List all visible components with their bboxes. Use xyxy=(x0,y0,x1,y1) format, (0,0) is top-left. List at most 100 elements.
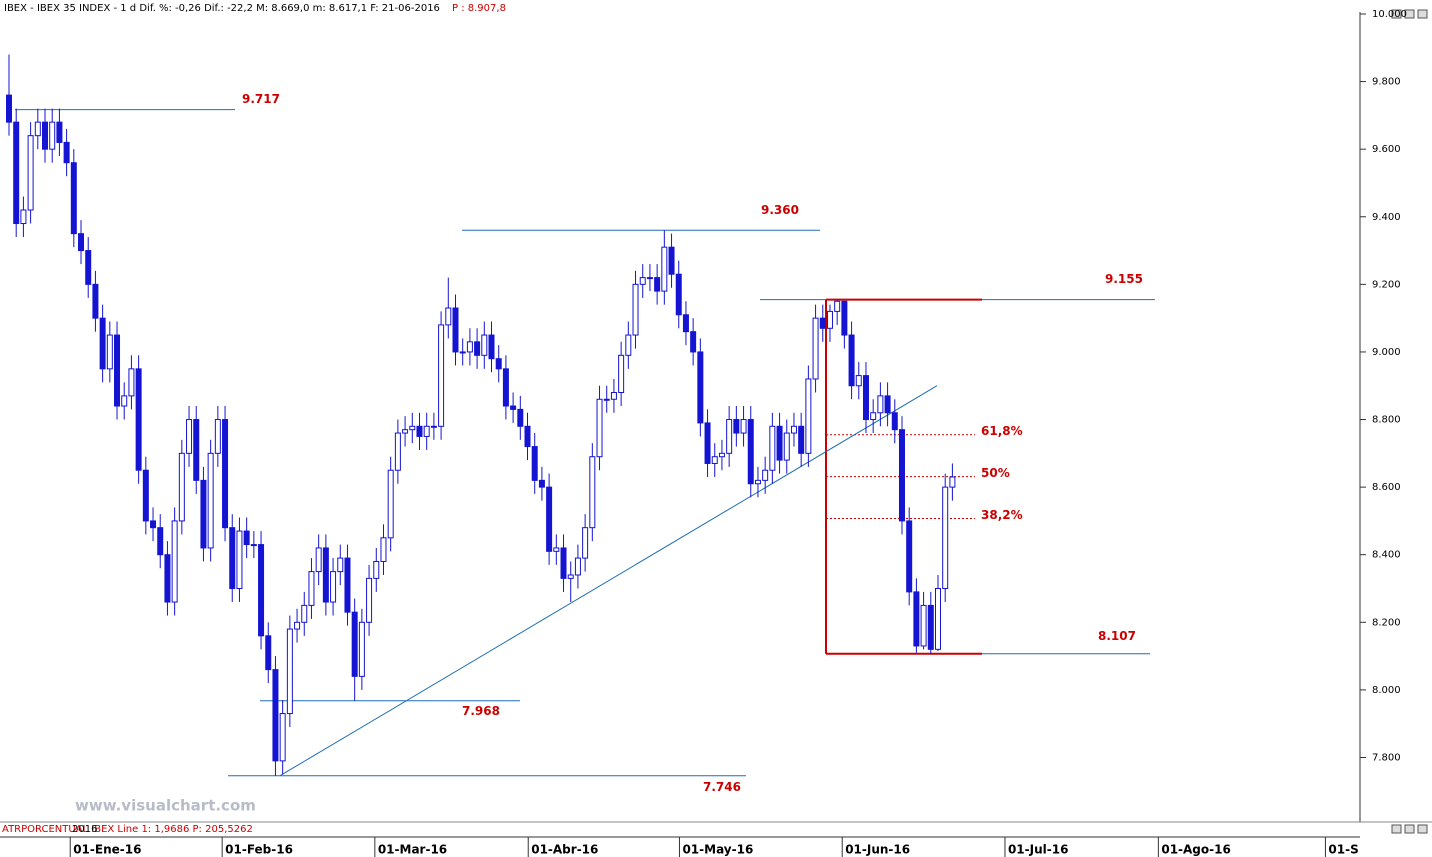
candle-body xyxy=(610,391,617,400)
y-tick-label: 8.800 xyxy=(1372,415,1401,426)
candle-body xyxy=(589,456,596,529)
y-tick-label: 7.800 xyxy=(1372,752,1401,763)
candle-body xyxy=(214,419,221,454)
candle-body xyxy=(884,395,891,414)
candle-body xyxy=(582,527,589,559)
candle-body xyxy=(812,317,819,380)
x-tick-label: 01-Abr-16 xyxy=(531,843,598,857)
candle-body xyxy=(85,250,92,285)
y-tick-label: 9.200 xyxy=(1372,279,1401,290)
candle-body xyxy=(308,571,315,606)
candle-body xyxy=(193,419,200,481)
chart-header: IBEX - IBEX 35 INDEX - 1 d Dif. %: -0,26… xyxy=(4,3,440,14)
candle-body xyxy=(157,527,164,556)
candle-body xyxy=(776,425,783,461)
candle-body xyxy=(186,419,193,454)
candle-body xyxy=(632,283,639,336)
y-tick-label: 8.200 xyxy=(1372,617,1401,628)
y-tick-label: 8.400 xyxy=(1372,550,1401,561)
candle-body xyxy=(574,557,581,576)
x-tick-label: 01-Ene-16 xyxy=(73,843,141,857)
candle-body xyxy=(898,429,905,522)
candle-body xyxy=(927,604,934,650)
candle-body xyxy=(6,94,13,123)
level-label: 7.968 xyxy=(462,704,500,718)
candle-body xyxy=(495,358,502,370)
candle-body xyxy=(826,310,833,329)
window-icon[interactable] xyxy=(1404,824,1415,834)
window-icon[interactable] xyxy=(1404,9,1415,19)
level-label: 9.717 xyxy=(242,92,280,106)
candle-body xyxy=(416,425,423,437)
candle-body xyxy=(783,432,790,461)
candle-body xyxy=(510,405,517,410)
candle-body xyxy=(207,452,214,549)
candle-body xyxy=(301,604,308,623)
candle-body xyxy=(49,121,56,150)
candle-body xyxy=(178,452,185,522)
candle-body xyxy=(445,307,452,326)
candle-body xyxy=(344,557,351,613)
window-icon[interactable] xyxy=(1417,824,1428,834)
candle-body xyxy=(70,162,77,235)
candle-body xyxy=(78,233,85,252)
candle-body xyxy=(769,425,776,471)
candle-body xyxy=(625,334,632,356)
window-icon[interactable] xyxy=(1391,9,1402,19)
candle-body xyxy=(718,452,725,458)
x-tick-label: 01-S xyxy=(1328,843,1358,857)
candle-body xyxy=(711,456,718,464)
window-icon[interactable] xyxy=(1391,824,1402,834)
fib-label: 38,2% xyxy=(981,508,1023,522)
price-label: P : 8.907,8 xyxy=(452,3,506,14)
indicator-label: ATRPORCENTUAL IBEX Line 1: 1,9686 P: 205… xyxy=(2,824,253,835)
candle-body xyxy=(279,713,286,762)
candle-body xyxy=(337,557,344,573)
candle-body xyxy=(762,469,769,481)
candle-body xyxy=(862,375,869,421)
candle-body xyxy=(790,425,797,434)
candle-body xyxy=(171,520,178,603)
candle-body xyxy=(870,412,877,421)
candle-body xyxy=(135,368,142,471)
candle-body xyxy=(92,283,99,319)
candle-body xyxy=(646,277,653,280)
candle-body xyxy=(906,520,913,593)
candle-body xyxy=(618,354,625,393)
candle-body xyxy=(150,520,157,529)
fib-label: 50% xyxy=(981,466,1010,480)
candle-body xyxy=(423,425,430,437)
candle-body xyxy=(387,469,394,539)
candle-body xyxy=(668,246,675,275)
candle-body xyxy=(704,422,711,464)
candle-body xyxy=(697,351,704,424)
candle-body xyxy=(690,331,697,353)
candle-body xyxy=(272,669,279,762)
candle-body xyxy=(675,273,682,316)
candle-body xyxy=(726,419,733,454)
candle-body xyxy=(106,334,113,370)
candle-body xyxy=(942,486,949,590)
candle-body xyxy=(949,476,956,488)
candle-body xyxy=(27,135,34,211)
candle-body xyxy=(834,300,841,312)
candle-body xyxy=(236,530,243,590)
candle-body xyxy=(394,432,401,471)
window-icon[interactable] xyxy=(1417,9,1428,19)
candle-body xyxy=(639,277,646,285)
candle-body xyxy=(798,425,805,454)
candle-body xyxy=(366,577,373,623)
candle-body xyxy=(128,368,135,397)
candle-body xyxy=(222,419,229,529)
level-label: 9.155 xyxy=(1105,272,1143,286)
x-tick-label: 01-Jun-16 xyxy=(845,843,910,857)
year-label: 2016 xyxy=(72,824,97,835)
candle-body xyxy=(265,635,272,671)
candle-body xyxy=(402,429,409,434)
candle-body xyxy=(481,334,488,356)
candle-body xyxy=(42,121,49,150)
candle-body xyxy=(358,621,365,677)
candle-body xyxy=(740,419,747,434)
candle-body xyxy=(553,547,560,552)
